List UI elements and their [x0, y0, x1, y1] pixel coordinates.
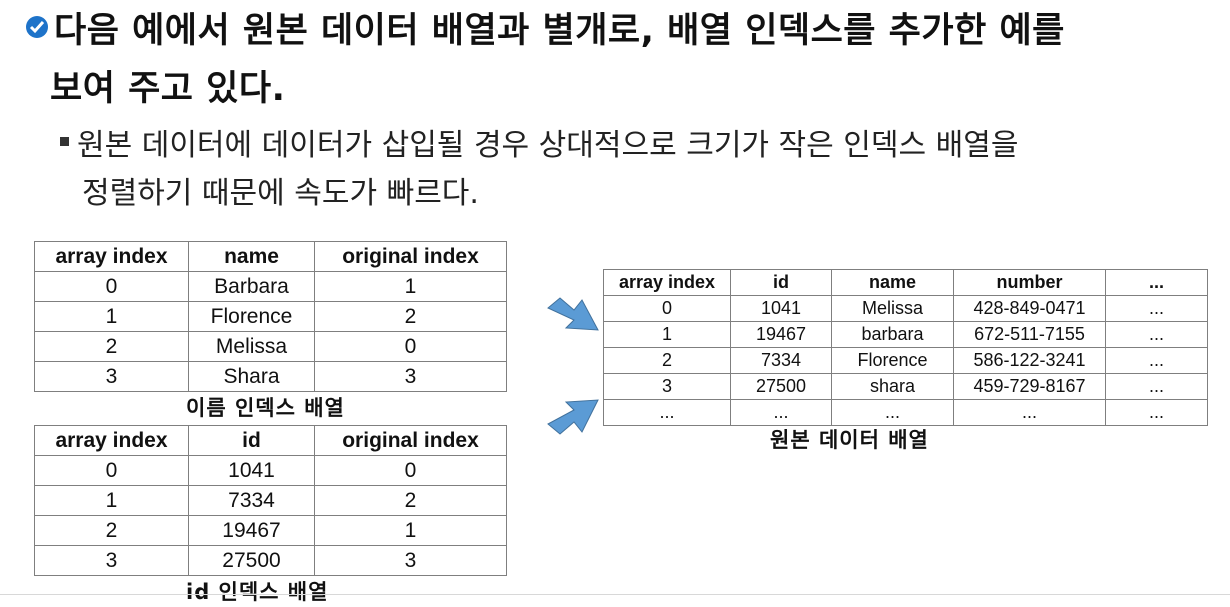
table-cell: ... — [953, 399, 1106, 426]
original-data-table: array index id name number ... 0 1041 Meli… — [603, 269, 1208, 426]
table-cell: shara — [831, 373, 954, 400]
table-cell: 0 — [34, 455, 189, 486]
header-cell: ... — [1105, 269, 1208, 296]
footer-divider — [0, 594, 1230, 595]
slide-heading: 다음 예에서 원본 데이터 배열과 별개로, 배열 인덱스를 추가한 예를 보여… — [26, 2, 1216, 118]
table-cell: 1041 — [188, 455, 315, 486]
table-row: 3 27500 shara 459-729-8167... — [603, 373, 1208, 400]
table-cell: 3 — [314, 361, 507, 392]
bullet-text: 원본 데이터에 데이터가 삽입될 경우 상대적으로 크기가 작은 인덱스 배열을… — [60, 122, 1210, 218]
table-cell: ... — [1105, 399, 1208, 426]
table-cell: 1 — [34, 485, 189, 516]
table-row: 2 Melissa 0 — [34, 331, 507, 362]
table-cell: Shara — [188, 361, 315, 392]
table-cell: 2 — [314, 485, 507, 516]
table-cell: 7334 — [730, 347, 832, 374]
name-index-caption: 이름 인덱스 배열 — [186, 396, 345, 420]
table-cell: Melissa — [188, 331, 315, 362]
table-cell: 2 — [34, 515, 189, 546]
table-cell: 672-511-7155 — [953, 321, 1106, 348]
table-cell: 2 — [314, 301, 507, 332]
table-row: 0 Barbara 1 — [34, 271, 507, 302]
original-data-caption: 원본 데이터 배열 — [770, 428, 929, 452]
table-cell: ... — [1105, 321, 1208, 348]
table-cell: ... — [730, 399, 832, 426]
table-cell: ... — [831, 399, 954, 426]
square-bullet-icon — [60, 137, 69, 146]
name-index-table: array index name original index 0 Barbara… — [34, 241, 507, 392]
table-cell: Florence — [188, 301, 315, 332]
header-cell: id — [730, 269, 832, 296]
table-cell: 2 — [603, 347, 731, 374]
table-cell: 459-729-8167 — [953, 373, 1106, 400]
table-row: 2 19467 1 — [34, 515, 507, 546]
table-cell: 0 — [603, 295, 731, 322]
check-circle-icon — [26, 16, 48, 38]
header-cell: id — [188, 425, 315, 456]
bullet-line-2: 정렬하기 때문에 속도가 빠르다. — [82, 176, 479, 211]
table-cell: 1 — [314, 271, 507, 302]
table-header-row: array index id name number ... — [603, 269, 1208, 296]
table-cell: ... — [603, 399, 731, 426]
arrow-right-down-icon — [547, 297, 599, 331]
table-row: 1 7334 2 — [34, 485, 507, 516]
header-cell: array index — [34, 425, 189, 456]
table-cell: 7334 — [188, 485, 315, 516]
table-cell: Barbara — [188, 271, 315, 302]
heading-line-2: 보여 주고 있다. — [50, 69, 286, 109]
table-cell: 586-122-3241 — [953, 347, 1106, 374]
table-row: 0 1041 0 — [34, 455, 507, 486]
bullet-line-1: 원본 데이터에 데이터가 삽입될 경우 상대적으로 크기가 작은 인덱스 배열을 — [77, 128, 1019, 163]
table-cell: 1 — [314, 515, 507, 546]
table-cell: barbara — [831, 321, 954, 348]
table-cell: 1 — [34, 301, 189, 332]
table-cell: ... — [1105, 295, 1208, 322]
table-cell: 0 — [34, 271, 189, 302]
arrow-right-up-icon — [547, 399, 599, 435]
table-row: 3 27500 3 — [34, 545, 507, 576]
table-cell: 3 — [34, 545, 189, 576]
header-cell: array index — [603, 269, 731, 296]
table-row: 0 1041 Melissa 428-849-0471... — [603, 295, 1208, 322]
id-index-caption: id 인덱스 배열 — [186, 580, 329, 604]
table-cell: Melissa — [831, 295, 954, 322]
table-cell: 0 — [314, 331, 507, 362]
id-index-table: array index id original index 0 1041 0 1 73… — [34, 425, 507, 576]
table-cell: 0 — [314, 455, 507, 486]
table-cell: 1 — [603, 321, 731, 348]
table-cell: 3 — [603, 373, 731, 400]
table-cell: 19467 — [188, 515, 315, 546]
table-row: 1 19467 barbara 672-511-7155... — [603, 321, 1208, 348]
table-cell: 27500 — [730, 373, 832, 400]
table-cell: ... — [1105, 373, 1208, 400]
table-row: ............... — [603, 399, 1208, 426]
table-cell: 2 — [34, 331, 189, 362]
table-header-row: array index name original index — [34, 241, 507, 272]
table-cell: 1041 — [730, 295, 832, 322]
table-cell: 428-849-0471 — [953, 295, 1106, 322]
table-row: 1 Florence 2 — [34, 301, 507, 332]
table-row: 3 Shara 3 — [34, 361, 507, 392]
header-cell: number — [953, 269, 1106, 296]
table-cell: Florence — [831, 347, 954, 374]
table-header-row: array index id original index — [34, 425, 507, 456]
table-cell: ... — [1105, 347, 1208, 374]
table-cell: 3 — [314, 545, 507, 576]
header-cell: original index — [314, 241, 507, 272]
header-cell: name — [831, 269, 954, 296]
table-row: 2 7334 Florence 586-122-3241... — [603, 347, 1208, 374]
header-cell: name — [188, 241, 315, 272]
table-cell: 27500 — [188, 545, 315, 576]
header-cell: array index — [34, 241, 189, 272]
table-cell: 19467 — [730, 321, 832, 348]
header-cell: original index — [314, 425, 507, 456]
table-cell: 3 — [34, 361, 189, 392]
heading-line-1: 다음 예에서 원본 데이터 배열과 별개로, 배열 인덱스를 추가한 예를 — [54, 11, 1065, 51]
